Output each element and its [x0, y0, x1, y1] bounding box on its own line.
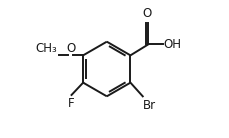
Text: O: O	[142, 6, 151, 20]
Text: OH: OH	[163, 38, 181, 51]
Text: F: F	[67, 97, 74, 110]
Text: O: O	[66, 42, 75, 55]
Text: CH₃: CH₃	[35, 42, 57, 55]
Text: Br: Br	[142, 99, 156, 112]
